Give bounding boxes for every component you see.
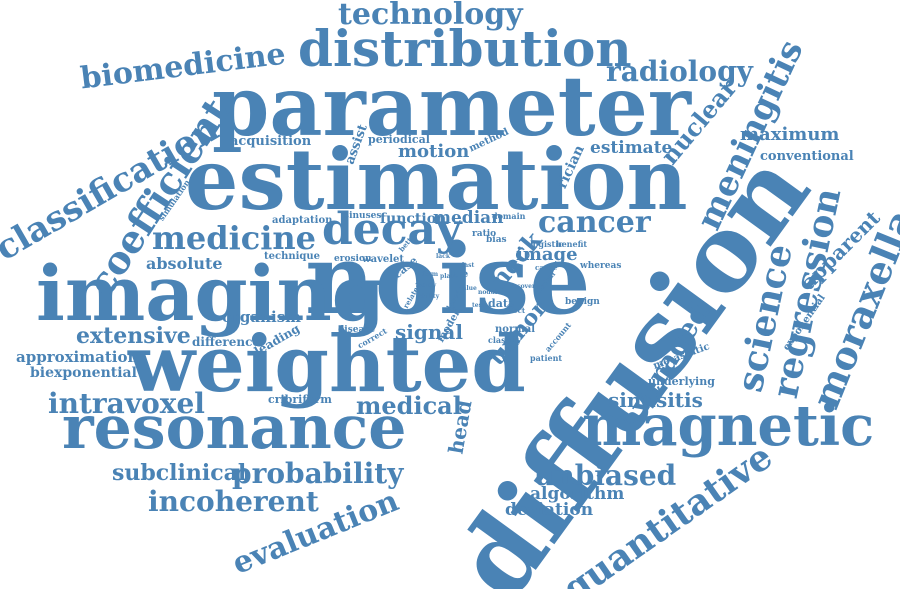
word-medicine: medicine [152, 219, 317, 257]
word-cribriform: cribriform [268, 393, 332, 406]
word-ability: ability [418, 293, 440, 300]
word-plain: plain [440, 273, 458, 280]
word-magnetic: magnetic [582, 393, 875, 459]
word-technique: technique [264, 251, 321, 262]
word-maximum: maximum [740, 124, 840, 145]
word-ratio: ratio [472, 229, 497, 239]
word-approximation: approximation [16, 348, 139, 366]
word-absolute: absolute [146, 254, 223, 273]
word-subclinical: subclinical [112, 460, 247, 486]
word-nodule: nodule [478, 289, 502, 296]
word-recover: recover [510, 283, 536, 290]
word-radiology: radiology [606, 55, 753, 88]
word-form: form [422, 271, 439, 278]
word-resonance: resonance [62, 393, 407, 463]
word-benign: benign [565, 297, 600, 307]
word-benefit: benefit [556, 239, 588, 249]
word-last: last [462, 262, 475, 269]
word-cancer: cancer [538, 205, 651, 240]
word-sinusitis: sinusitis [608, 388, 703, 412]
word-estimation: estimation [185, 130, 688, 229]
word-cause: cause [535, 263, 558, 272]
word-estimate: estimate [590, 138, 673, 158]
word-intravoxel: intravoxel [48, 387, 205, 420]
word-technology: technology [338, 0, 523, 32]
word-image: image [516, 244, 578, 265]
word-underlying: underlying [648, 375, 715, 388]
word-extensive: extensive [76, 323, 191, 349]
word-periodical: periodical [368, 133, 430, 146]
word-decay: decay [322, 204, 462, 255]
word-effect: effect [503, 306, 526, 315]
word-life: life [450, 269, 469, 280]
word-normal: normal [495, 324, 536, 335]
word-medical: medical [356, 391, 462, 420]
word-motion: motion [398, 141, 470, 162]
word-imaging: imaging [36, 249, 385, 338]
word-algorithm: algorithm [530, 484, 625, 504]
word-data: data [488, 297, 516, 310]
word-study: study [418, 282, 437, 289]
word-classify: classify [488, 335, 522, 345]
word-noise: noise [305, 223, 591, 336]
word-weighted: weighted [128, 319, 526, 410]
word-wavelet: wavelet [362, 254, 405, 265]
word-parameter: parameter [212, 59, 691, 155]
word-organism: organism [222, 308, 302, 326]
word-median: median [433, 208, 504, 228]
word-sinuses: sinuses [344, 211, 382, 221]
word-patient: patient [530, 353, 563, 363]
word-distribution: distribution [298, 19, 632, 78]
word-incoherent: incoherent [148, 485, 319, 518]
word-adaptation: adaptation [272, 215, 333, 226]
word-signal: signal [395, 320, 463, 344]
word-logistic: logistic [530, 239, 564, 249]
word-deviation: deviation [505, 500, 594, 520]
word-domain: domain [492, 211, 526, 221]
word-difference: difference [192, 335, 261, 349]
word-function: function [380, 211, 447, 227]
word-biexponential: biexponential [30, 365, 137, 381]
word-conventional: conventional [760, 149, 854, 164]
word-value: value [459, 285, 477, 292]
word-unbiased: unbiased [534, 459, 677, 492]
word-probability: probability [232, 457, 404, 490]
word-test: test [472, 302, 485, 309]
word-disease: disease [338, 325, 376, 335]
word-bias: bias [486, 235, 507, 245]
word-whereas: whereas [580, 261, 622, 271]
word-lack: lack [436, 253, 450, 260]
word-erosion: erosion [334, 254, 372, 264]
word-acquisition: acquisition [230, 134, 312, 149]
word-free: free [452, 307, 466, 314]
